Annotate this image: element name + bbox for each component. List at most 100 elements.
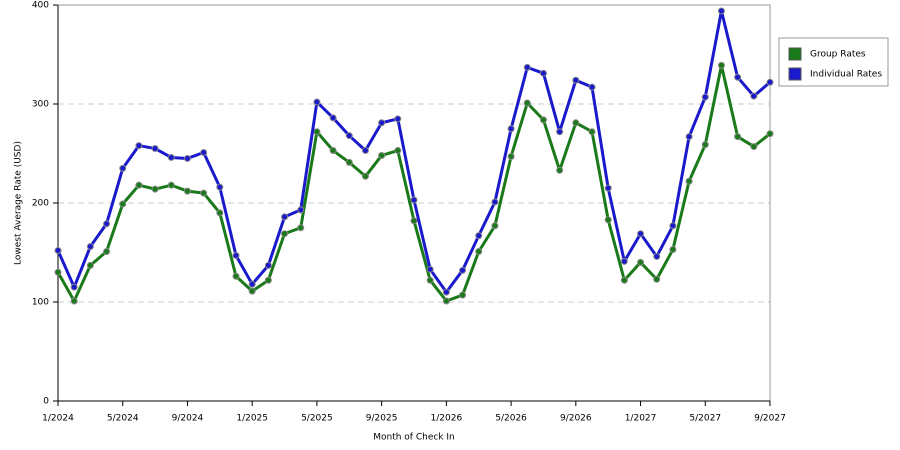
point — [717, 61, 725, 69]
point — [491, 222, 499, 230]
point — [248, 287, 256, 295]
x-tick-label: 9/2026 — [560, 414, 592, 424]
point — [103, 220, 111, 228]
point — [685, 177, 693, 185]
point — [54, 268, 62, 276]
x-tick-label: 5/2027 — [689, 414, 721, 424]
point — [556, 166, 564, 174]
point — [281, 213, 289, 221]
y-tick-label: 300 — [32, 100, 49, 110]
point — [604, 216, 612, 224]
point — [151, 185, 159, 193]
y-tick-label: 0 — [43, 397, 49, 407]
point — [750, 143, 758, 151]
y-axis-label: Lowest Average Rate (USD) — [14, 141, 24, 265]
point — [507, 125, 515, 133]
point — [103, 248, 111, 256]
point — [475, 248, 483, 256]
x-tick-label: 1/2026 — [431, 414, 463, 424]
point — [604, 184, 612, 192]
x-tick-label: 9/2027 — [754, 414, 786, 424]
point — [135, 142, 143, 150]
point — [297, 224, 305, 232]
point — [491, 198, 499, 206]
point — [620, 257, 628, 265]
point — [361, 147, 369, 155]
point — [459, 291, 467, 299]
point — [119, 164, 127, 172]
point — [329, 147, 337, 155]
legend-label: Individual Rates — [810, 70, 882, 80]
point — [750, 92, 758, 100]
point — [313, 128, 321, 136]
point — [410, 217, 418, 225]
x-tick-label: 1/2025 — [236, 414, 268, 424]
point — [620, 276, 628, 284]
point — [200, 149, 208, 157]
point — [394, 147, 402, 155]
point — [70, 283, 78, 291]
point — [766, 130, 774, 138]
point — [232, 251, 240, 259]
point — [539, 69, 547, 77]
point — [183, 187, 191, 195]
point — [378, 119, 386, 127]
point — [734, 133, 742, 141]
point — [119, 200, 127, 208]
point — [151, 145, 159, 153]
point — [556, 128, 564, 136]
point — [281, 230, 289, 238]
point — [507, 152, 515, 160]
point — [248, 280, 256, 288]
point — [426, 265, 434, 273]
point — [701, 93, 709, 101]
point — [86, 243, 94, 251]
point — [701, 141, 709, 149]
point — [588, 83, 596, 91]
point — [70, 297, 78, 305]
point — [734, 73, 742, 81]
point — [394, 115, 402, 123]
x-tick-label: 5/2026 — [495, 414, 527, 424]
point — [637, 230, 645, 238]
point — [135, 181, 143, 189]
point — [410, 196, 418, 204]
point — [361, 172, 369, 180]
x-tick-label: 1/2027 — [625, 414, 657, 424]
point — [539, 116, 547, 124]
series-line — [56, 63, 771, 303]
point — [264, 276, 272, 284]
point — [86, 261, 94, 269]
point — [669, 246, 677, 254]
point — [653, 275, 661, 283]
point — [167, 181, 175, 189]
y-tick-label: 200 — [32, 199, 49, 209]
x-axis-label: Month of Check In — [373, 433, 455, 443]
point — [167, 153, 175, 161]
legend-swatch — [788, 67, 802, 81]
point — [685, 133, 693, 141]
point — [572, 119, 580, 127]
point — [459, 266, 467, 274]
point — [200, 189, 208, 197]
x-tick-label: 1/2024 — [42, 414, 74, 424]
point — [378, 151, 386, 159]
point — [717, 7, 725, 15]
point — [637, 258, 645, 266]
point — [329, 114, 337, 122]
point — [264, 261, 272, 269]
point — [572, 76, 580, 84]
point — [183, 154, 191, 162]
point — [54, 247, 62, 255]
x-tick-label: 5/2024 — [107, 414, 139, 424]
legend-label: Group Rates — [810, 50, 866, 60]
legend-swatch — [788, 47, 802, 61]
point — [766, 78, 774, 86]
point — [442, 288, 450, 296]
point — [345, 158, 353, 166]
point — [426, 276, 434, 284]
point — [297, 206, 305, 214]
series-line — [56, 9, 771, 294]
x-tick-label: 9/2024 — [172, 414, 204, 424]
